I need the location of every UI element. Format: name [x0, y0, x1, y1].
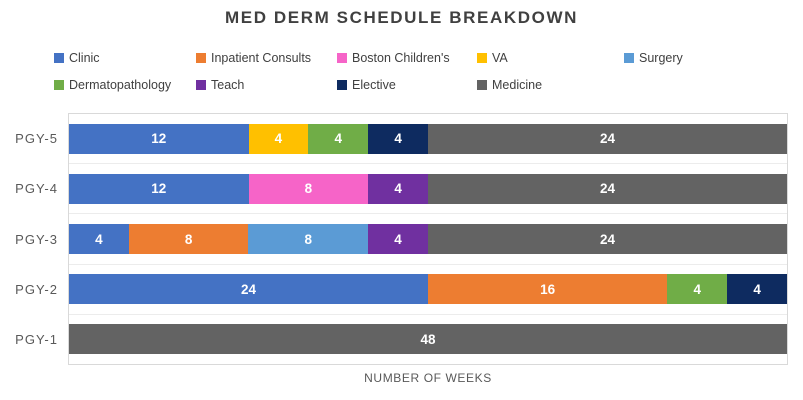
- category-label: PGY-3: [15, 231, 58, 247]
- bar-segment: 12: [69, 173, 249, 204]
- bar-row: 4 8 8 4 24: [69, 214, 787, 265]
- legend-label: Elective: [352, 77, 396, 92]
- category-label: PGY-5: [15, 130, 58, 146]
- bar-segment: 24: [69, 274, 428, 305]
- legend-swatch-icon: [337, 52, 347, 63]
- bar-segment: 4: [69, 224, 129, 254]
- bar-segment: 4: [727, 274, 787, 305]
- legend-label: Boston Children's: [352, 50, 450, 65]
- data-label: 4: [394, 231, 402, 247]
- data-label: 4: [334, 131, 342, 147]
- legend-swatch-icon: [477, 79, 487, 90]
- chart-title: MED DERM SCHEDULE BREAKDOWN: [225, 8, 578, 27]
- legend-item: Teach: [196, 71, 337, 98]
- legend-item: Clinic: [54, 44, 196, 71]
- stacked-bar: 48: [69, 324, 787, 355]
- legend-label: VA: [492, 50, 508, 65]
- data-label: 24: [240, 281, 257, 297]
- legend-swatch-icon: [54, 52, 64, 63]
- bar-segment: 4: [308, 123, 369, 154]
- legend-swatch-icon: [54, 79, 64, 90]
- x-axis-title: NUMBER OF WEEKS: [364, 371, 492, 385]
- legend: Clinic Inpatient Consults Boston Children'…: [54, 44, 799, 98]
- legend-item: VA: [477, 44, 624, 71]
- legend-label: Surgery: [639, 50, 683, 65]
- bar-segment: 24: [427, 123, 787, 154]
- data-label: 8: [304, 231, 313, 247]
- legend-swatch-icon: [337, 79, 347, 90]
- data-label: 24: [599, 181, 615, 197]
- category-label: PGY-1: [15, 332, 58, 348]
- data-label: 8: [184, 231, 193, 247]
- legend-item: Medicine: [477, 71, 624, 98]
- category-label: PGY-2: [15, 281, 58, 297]
- legend-label: Inpatient Consults: [211, 50, 312, 65]
- stacked-bar: 12 8 4 24: [69, 173, 787, 204]
- bar-segment: 16: [428, 274, 668, 305]
- legend-label: Medicine: [492, 77, 543, 92]
- bar-row: 48: [69, 315, 787, 364]
- data-label: 4: [753, 281, 761, 297]
- legend-swatch-icon: [196, 79, 206, 90]
- data-label: 48: [420, 331, 436, 347]
- bar-segment: 8: [248, 173, 369, 204]
- bar-segment: 24: [427, 224, 787, 254]
- y-axis-labels: PGY-5 PGY-4 PGY-3 PGY-2 PGY-1: [0, 113, 60, 365]
- category-label: PGY-4: [15, 181, 58, 197]
- data-label: 4: [693, 281, 701, 297]
- bar-segment: 8: [248, 224, 369, 254]
- legend-swatch-icon: [196, 52, 206, 63]
- bar-segment: 8: [128, 224, 249, 254]
- legend-label: Teach: [211, 77, 245, 92]
- data-label: 4: [394, 181, 402, 197]
- legend-item: Inpatient Consults: [196, 44, 337, 71]
- legend-swatch-icon: [477, 52, 487, 63]
- legend-item: Surgery: [624, 44, 799, 71]
- bar-row: 12 8 4 24: [69, 164, 787, 215]
- legend-label: Dermatopathology: [69, 77, 172, 92]
- data-label: 16: [540, 281, 556, 297]
- data-label: 8: [304, 181, 313, 197]
- stacked-bar: 24 16 4 4: [69, 274, 787, 305]
- bar-segment: 4: [368, 224, 428, 254]
- legend-item: Dermatopathology: [54, 71, 196, 98]
- bar-row: 12 4 4 4 24: [69, 114, 787, 165]
- legend-label: Clinic: [69, 50, 100, 65]
- data-label: 12: [151, 181, 167, 197]
- bar-segment: 4: [368, 173, 428, 204]
- bar-segment: 4: [368, 123, 428, 154]
- legend-swatch-icon: [624, 52, 634, 63]
- bar-segment: 4: [667, 274, 728, 305]
- data-label: 4: [95, 231, 103, 247]
- data-label: 4: [394, 131, 402, 147]
- bar-segment: 4: [248, 123, 309, 154]
- legend-item: Boston Children's: [337, 44, 477, 71]
- bar-segment: 24: [427, 173, 787, 204]
- data-label: 4: [274, 131, 283, 147]
- bar-segment: 12: [69, 123, 249, 154]
- data-label: 24: [599, 231, 615, 247]
- stacked-bar: 4 8 8 4 24: [69, 224, 787, 254]
- stacked-bar: 12 4 4 4 24: [69, 123, 787, 154]
- bar-segment: 48: [69, 324, 787, 355]
- data-label: 24: [599, 131, 615, 147]
- plot-area: 12 4 4 4 24 12 8 4 24 4 8 8 4 24 24 16 4 4 48: [68, 113, 788, 365]
- legend-item: Elective: [337, 71, 477, 98]
- data-label: 12: [151, 131, 167, 147]
- bar-row: 24 16 4 4: [69, 265, 787, 315]
